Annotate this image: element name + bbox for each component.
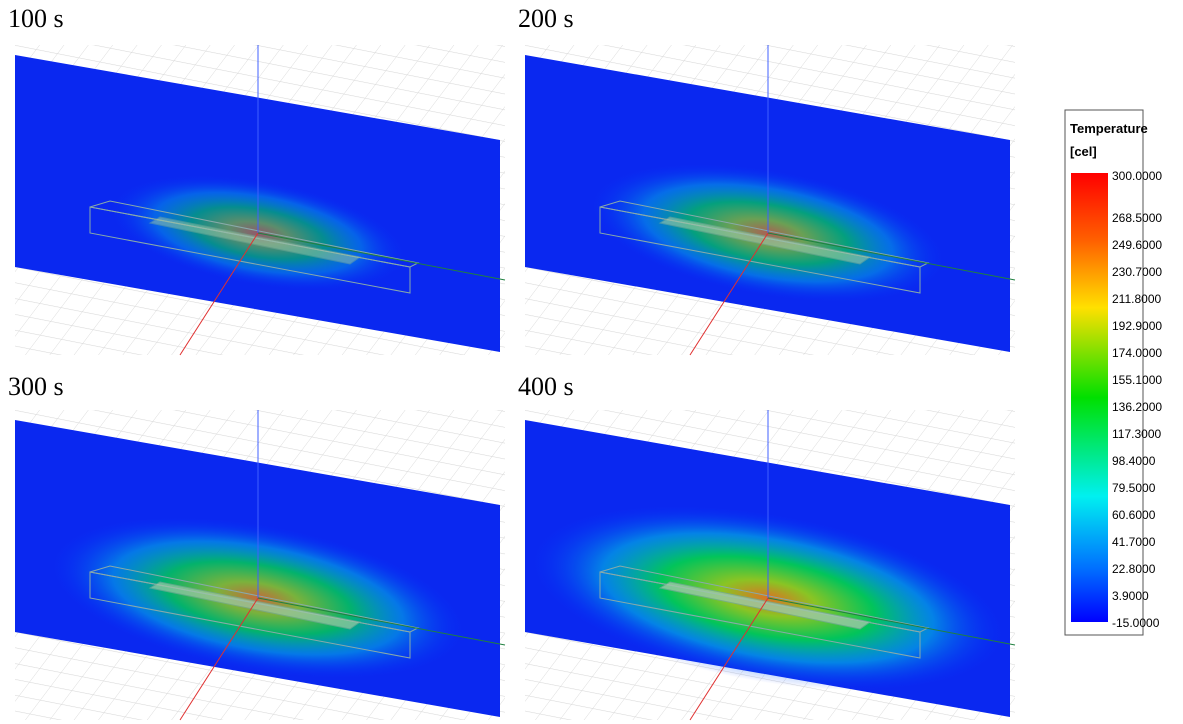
legend-tick-label: 211.8000 [1112,292,1161,306]
legend-tick-label: 3.9000 [1112,589,1149,603]
legend-tick-label: -15.0000 [1112,616,1160,630]
legend-tick-label: 117.3000 [1112,427,1161,441]
legend-unit: [cel] [1070,144,1097,159]
legend-tick-label: 155.1000 [1112,373,1162,387]
sim-panel [15,410,505,720]
legend-tick-label: 300.0000 [1112,169,1162,183]
legend-tick-label: 136.2000 [1112,400,1162,414]
legend-tick-label: 22.8000 [1112,562,1156,576]
legend-tick-label: 41.7000 [1112,535,1156,549]
panel-label: 400 s [518,372,574,402]
legend-tick-label: 174.0000 [1112,346,1162,360]
figure: Temperature [cel] 300.0000 268.5000 249.60… [0,0,1183,724]
legend-tick-label: 192.9000 [1112,319,1162,333]
legend-tick-label: 79.5000 [1112,481,1156,495]
panel-label: 300 s [8,372,64,402]
legend-title: Temperature [1070,121,1148,136]
legend-tick-label: 60.6000 [1112,508,1156,522]
color-bar [1071,173,1108,622]
legend-tick-label: 249.6000 [1112,238,1162,252]
sim-panel [517,410,1019,722]
canvas: Temperature [cel] 300.0000 268.5000 249.60… [0,0,1183,724]
sim-panel [525,45,1015,355]
sim-panel [15,45,505,355]
panel-label: 200 s [518,4,574,34]
panel-label: 100 s [8,4,64,34]
legend-tick-label: 268.5000 [1112,211,1162,225]
legend-tick-label: 230.7000 [1112,265,1162,279]
legend-tick-label: 98.4000 [1112,454,1156,468]
